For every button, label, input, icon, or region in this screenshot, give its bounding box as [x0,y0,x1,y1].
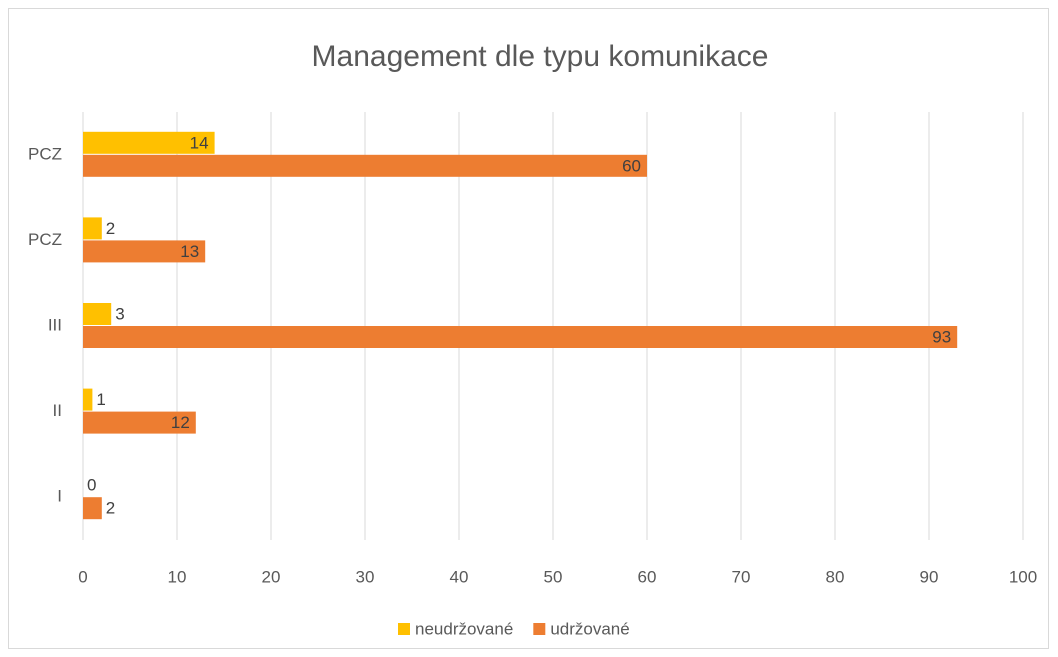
data-label: 3 [115,304,124,323]
x-tick-label: 80 [826,567,845,586]
data-label: 12 [171,413,190,432]
bar [83,388,93,411]
x-tick-label: 40 [450,567,469,586]
x-tick-label: 30 [356,567,375,586]
x-tick-label: 10 [168,567,187,586]
bar [83,326,958,348]
bar [83,303,112,325]
y-tick-label: PCZ [28,230,62,249]
y-tick-label: I [57,487,62,506]
data-label: 14 [190,133,209,152]
data-label: 13 [180,242,199,261]
y-tick-label: III [48,315,62,334]
data-label: 60 [622,156,641,175]
data-label: 2 [106,219,115,238]
y-tick-label: II [53,401,62,420]
x-tick-label: 90 [920,567,939,586]
data-label: 1 [96,390,105,409]
bar [83,497,102,520]
bar [83,217,102,240]
y-tick-label: PCZ [28,144,62,163]
bar [83,240,206,263]
bar [83,411,196,434]
x-tick-label: 20 [262,567,281,586]
data-label: 0 [87,476,96,495]
legend-label: udržované [550,619,629,638]
chart-title: Management dle typu komunikace [312,40,769,73]
x-tick-label: 50 [544,567,563,586]
legend-swatch [398,623,410,635]
bar [83,131,215,154]
data-label: 2 [106,499,115,518]
x-tick-label: 60 [638,567,657,586]
data-label: 93 [932,327,951,346]
bar [83,154,647,177]
x-tick-label: 100 [1009,567,1037,586]
legend-label: neudržované [415,619,513,638]
x-tick-label: 70 [732,567,751,586]
x-tick-label: 0 [78,567,87,586]
legend-swatch [533,623,546,635]
